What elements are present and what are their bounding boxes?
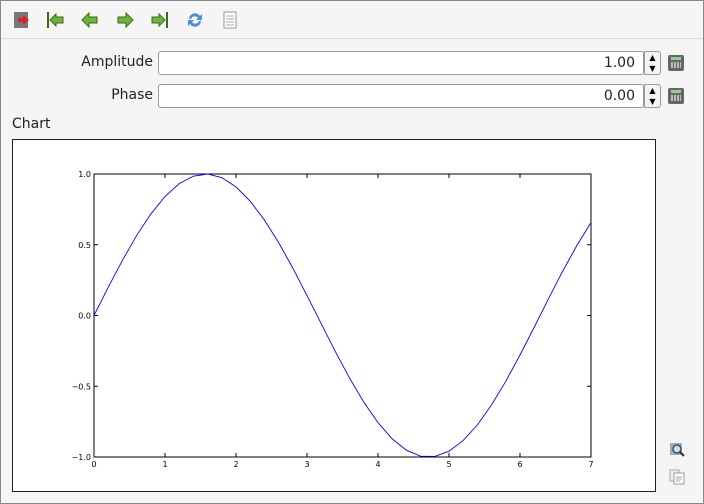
copy-icon[interactable] [669,469,685,485]
amplitude-row: Amplitude 1.00 ▲ ▼ [1,51,703,75]
x-tick-label: 3 [304,460,309,469]
y-tick-label: −1.0 [72,453,91,462]
zoom-icon[interactable] [669,441,685,457]
next-icon[interactable] [116,11,134,29]
spin-up-icon[interactable]: ▲ [649,86,656,95]
x-tick-label: 4 [375,460,380,469]
amplitude-label: Amplitude [81,54,153,70]
phase-input[interactable]: 0.00 [158,84,644,108]
spin-down-icon[interactable]: ▼ [649,97,656,106]
x-tick-label: 7 [588,460,593,469]
x-tick-label: 0 [91,460,96,469]
amplitude-spinner[interactable]: ▲ ▼ [644,51,661,75]
exit-icon[interactable] [13,11,31,29]
phase-row: Phase 0.00 ▲ ▼ [1,84,703,108]
toolbar [1,1,703,39]
calculator-icon[interactable] [668,55,684,71]
phase-label: Phase [111,87,153,103]
first-icon[interactable] [46,11,64,29]
chart-label: Chart [12,116,51,132]
previous-icon[interactable] [81,11,99,29]
spin-down-icon[interactable]: ▼ [649,64,656,73]
x-tick-label: 1 [162,460,167,469]
document-icon[interactable] [221,11,239,29]
y-tick-label: 1.0 [78,170,91,179]
calculator-icon[interactable] [668,88,684,104]
last-icon[interactable] [151,11,169,29]
y-tick-label: 0.0 [78,312,91,321]
y-tick-label: −0.5 [72,382,91,391]
phase-spinner[interactable]: ▲ ▼ [644,84,661,108]
x-tick-label: 6 [517,460,522,469]
amplitude-input[interactable]: 1.00 [158,51,644,75]
plot-frame [93,173,592,458]
sine-chart: 0 1 2 3 4 5 6 7 −1.0 −0.5 0.0 0.5 1.0 [72,170,594,469]
sine-line [93,173,592,457]
chart-panel: 0 1 2 3 4 5 6 7 −1.0 −0.5 0.0 0.5 1.0 [12,139,656,492]
refresh-icon[interactable] [186,11,204,29]
x-tick-label: 5 [446,460,451,469]
spin-up-icon[interactable]: ▲ [649,53,656,62]
x-tick-label: 2 [233,460,238,469]
y-tick-label: 0.5 [78,241,91,250]
